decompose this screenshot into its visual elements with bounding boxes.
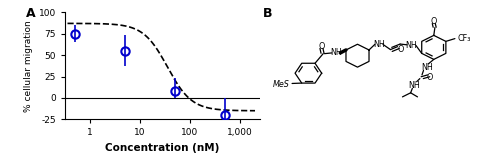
- Text: B: B: [264, 7, 273, 20]
- Text: NH: NH: [373, 40, 385, 49]
- Text: O: O: [318, 42, 325, 51]
- Text: A: A: [26, 7, 36, 20]
- Text: NH: NH: [422, 63, 433, 72]
- Text: NH: NH: [406, 41, 417, 50]
- Y-axis label: % cellular migration: % cellular migration: [24, 20, 33, 112]
- Text: O: O: [397, 45, 404, 54]
- Text: CF₃: CF₃: [458, 34, 471, 43]
- Text: NH: NH: [330, 48, 342, 57]
- Text: NH: NH: [408, 80, 420, 90]
- X-axis label: Concentration (nM): Concentration (nM): [106, 143, 220, 153]
- Text: O: O: [427, 73, 434, 82]
- Text: O: O: [431, 17, 437, 26]
- Text: MeS: MeS: [273, 80, 290, 89]
